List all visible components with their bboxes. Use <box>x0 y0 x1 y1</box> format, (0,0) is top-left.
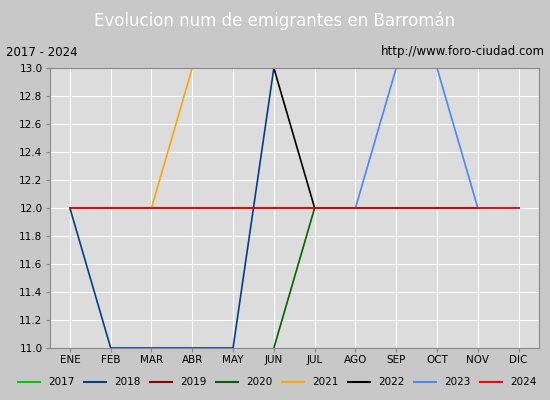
Text: 2023: 2023 <box>444 377 470 387</box>
Text: 2019: 2019 <box>180 377 206 387</box>
Text: 2022: 2022 <box>378 377 404 387</box>
Text: 2018: 2018 <box>114 377 140 387</box>
Text: http://www.foro-ciudad.com: http://www.foro-ciudad.com <box>381 46 544 58</box>
Text: 2017: 2017 <box>48 377 74 387</box>
Text: 2017 - 2024: 2017 - 2024 <box>6 46 77 58</box>
Text: 2021: 2021 <box>312 377 338 387</box>
Text: 2024: 2024 <box>510 377 536 387</box>
Text: 2020: 2020 <box>246 377 272 387</box>
Text: Evolucion num de emigrantes en Barromán: Evolucion num de emigrantes en Barromán <box>95 12 455 30</box>
